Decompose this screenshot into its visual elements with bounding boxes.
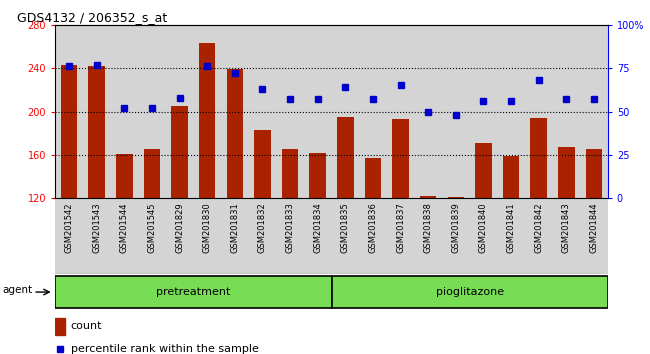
Text: percentile rank within the sample: percentile rank within the sample — [71, 344, 259, 354]
Text: pioglitazone: pioglitazone — [436, 287, 504, 297]
Text: GSM201544: GSM201544 — [120, 202, 129, 252]
Bar — [55, 198, 83, 274]
Bar — [420, 196, 437, 198]
Bar — [55, 25, 83, 198]
Bar — [111, 25, 138, 198]
Bar — [387, 25, 415, 198]
Text: GSM201543: GSM201543 — [92, 202, 101, 253]
Bar — [552, 198, 580, 274]
Bar — [61, 65, 77, 198]
Bar — [525, 198, 552, 274]
Text: GSM201839: GSM201839 — [451, 202, 460, 253]
Bar — [475, 143, 491, 198]
Text: GSM201832: GSM201832 — [258, 202, 267, 253]
Bar — [55, 276, 332, 308]
Text: GSM201844: GSM201844 — [590, 202, 599, 253]
Bar — [144, 149, 161, 198]
Bar — [442, 198, 469, 274]
Bar — [359, 198, 387, 274]
Text: GSM201843: GSM201843 — [562, 202, 571, 253]
Text: pretreatment: pretreatment — [156, 287, 231, 297]
Bar — [525, 25, 552, 198]
Bar — [469, 198, 497, 274]
Text: agent: agent — [3, 285, 33, 295]
Bar — [194, 25, 221, 198]
Bar — [83, 25, 111, 198]
Bar — [194, 198, 221, 274]
Bar — [580, 25, 608, 198]
Bar — [116, 154, 133, 198]
Text: GSM201831: GSM201831 — [230, 202, 239, 253]
Text: GSM201837: GSM201837 — [396, 202, 405, 253]
Bar — [221, 198, 248, 274]
Bar — [332, 198, 359, 274]
Bar — [276, 198, 304, 274]
Bar — [442, 25, 469, 198]
Bar — [580, 198, 608, 274]
Bar — [138, 25, 166, 198]
Bar — [83, 198, 111, 274]
Bar — [111, 198, 138, 274]
Bar — [332, 276, 608, 308]
Bar — [332, 25, 359, 198]
Text: GSM201833: GSM201833 — [285, 202, 294, 253]
Text: count: count — [71, 321, 102, 331]
Bar — [359, 25, 387, 198]
Text: GSM201542: GSM201542 — [64, 202, 73, 252]
Bar — [276, 25, 304, 198]
Bar — [415, 198, 442, 274]
Text: GDS4132 / 206352_s_at: GDS4132 / 206352_s_at — [17, 11, 167, 24]
Bar — [304, 25, 332, 198]
Text: GSM201829: GSM201829 — [175, 202, 184, 253]
Text: GSM201840: GSM201840 — [479, 202, 488, 253]
Bar — [172, 106, 188, 198]
Bar — [227, 69, 243, 198]
Bar — [304, 198, 332, 274]
Text: GSM201836: GSM201836 — [369, 202, 378, 253]
Bar — [248, 198, 276, 274]
Text: GSM201838: GSM201838 — [424, 202, 433, 253]
Bar — [166, 25, 194, 198]
Bar — [55, 318, 65, 335]
Bar — [503, 156, 519, 198]
Text: GSM201842: GSM201842 — [534, 202, 543, 253]
Bar — [281, 149, 298, 198]
Bar — [199, 43, 216, 198]
Bar — [415, 25, 442, 198]
Bar — [447, 197, 464, 198]
Text: GSM201834: GSM201834 — [313, 202, 322, 253]
Bar — [558, 147, 575, 198]
Bar — [552, 25, 580, 198]
Bar — [138, 198, 166, 274]
Bar — [254, 130, 271, 198]
Bar — [497, 25, 525, 198]
Bar — [392, 119, 409, 198]
Text: GSM201841: GSM201841 — [506, 202, 515, 253]
Bar — [530, 118, 547, 198]
Text: GSM201830: GSM201830 — [203, 202, 212, 253]
Bar — [221, 25, 248, 198]
Text: GSM201545: GSM201545 — [148, 202, 157, 252]
Bar — [387, 198, 415, 274]
Bar — [309, 153, 326, 198]
Bar — [88, 66, 105, 198]
Bar — [337, 117, 354, 198]
Bar — [497, 198, 525, 274]
Bar — [469, 25, 497, 198]
Bar — [586, 149, 602, 198]
Bar — [248, 25, 276, 198]
Text: GSM201835: GSM201835 — [341, 202, 350, 253]
Bar — [365, 158, 381, 198]
Bar — [166, 198, 194, 274]
